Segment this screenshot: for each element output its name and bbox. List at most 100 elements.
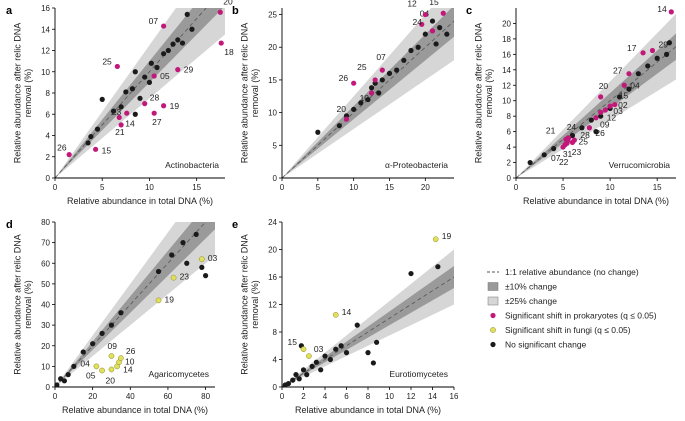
- data-point-prokaryote: [612, 101, 618, 108]
- point-label: 19: [442, 231, 452, 241]
- data-point-none: [635, 71, 641, 77]
- panel-b: 0 5 10 15 20 0 5 10 15 20 25 Relative abundance aft…: [232, 0, 454, 192]
- point-label: 15: [429, 0, 439, 7]
- x-tick-label: 10: [349, 183, 358, 192]
- point-label: 20: [337, 104, 347, 114]
- data-point-none: [654, 55, 660, 61]
- point-label: 10: [125, 356, 135, 366]
- point-label: 10: [360, 93, 370, 103]
- y-tick-label: 10: [502, 97, 511, 106]
- data-point-none: [161, 51, 167, 57]
- data-point-none: [154, 64, 160, 71]
- y-tick-label: 2: [507, 159, 512, 168]
- data-point-none: [90, 341, 96, 347]
- y-tick-label: 15: [268, 76, 277, 85]
- x-tick-label: 8: [366, 392, 371, 401]
- data-point-none: [80, 349, 86, 355]
- point-label: 04: [630, 80, 640, 90]
- data-point-none: [184, 11, 190, 17]
- data-point-none: [408, 270, 414, 277]
- data-point-none: [129, 86, 136, 92]
- panel-letter: e: [232, 219, 238, 231]
- data-point-prokaryote: [116, 114, 122, 121]
- data-point-none: [315, 129, 321, 135]
- data-point-prokaryote: [161, 103, 167, 109]
- y-tick-label: 10: [41, 68, 50, 77]
- data-point-none: [408, 47, 414, 54]
- point-label: 05: [160, 71, 170, 81]
- y-tick-label: 4: [46, 132, 51, 141]
- legend-swatch: [487, 296, 499, 306]
- panel-title: Agaricomycetes: [149, 369, 209, 379]
- data-point-none: [551, 146, 557, 152]
- y-tick-label: 6: [507, 128, 512, 137]
- y-axis-label: Relative abundance after relic DNAremova…: [240, 234, 260, 375]
- y-tick-label: 2: [46, 153, 51, 162]
- point-label: 22: [559, 157, 569, 167]
- point-label: 29: [184, 65, 194, 75]
- y-tick-label: 16: [502, 50, 511, 59]
- x-axis-label: Relative abundance in total DNA (%): [67, 196, 213, 206]
- point-label: 25: [102, 56, 112, 66]
- data-point-prokaryote: [124, 110, 130, 116]
- data-point-none: [179, 40, 186, 46]
- point-label: 31: [563, 149, 573, 159]
- identity-line: [55, 222, 207, 387]
- legend-swatch: [490, 341, 496, 348]
- data-point-prokaryote: [422, 11, 428, 18]
- data-point-none: [579, 125, 585, 131]
- data-point-none: [401, 57, 407, 63]
- data-point-prokaryote: [372, 77, 378, 83]
- data-point-fungi: [99, 367, 105, 374]
- data-point-none: [569, 132, 576, 139]
- data-point-prokaryote: [566, 135, 572, 141]
- data-point-none: [132, 111, 138, 117]
- data-point-none: [429, 18, 436, 24]
- point-label: 03: [208, 253, 218, 263]
- data-point-none: [541, 152, 547, 158]
- data-point-none: [165, 47, 171, 54]
- data-point-none: [437, 25, 443, 31]
- x-tick-label: 0: [53, 183, 58, 192]
- data-point-none: [61, 378, 68, 384]
- point-label: 21: [115, 127, 125, 137]
- y-axis-label: Relative abundance after relic DNAremova…: [13, 234, 33, 375]
- y-tick-label: 16: [41, 4, 50, 13]
- data-point-none: [71, 363, 77, 369]
- data-point-prokaryote: [142, 101, 148, 107]
- data-point-prokaryote: [161, 23, 167, 29]
- data-point-none: [170, 41, 176, 47]
- point-label: 21: [546, 125, 556, 135]
- data-point-none: [616, 94, 623, 100]
- y-tick-label: 12: [268, 301, 277, 310]
- y-tick-label: 20: [502, 19, 511, 28]
- x-tick-label: 0: [53, 392, 58, 401]
- point-label: 03: [613, 106, 623, 116]
- data-point-none: [155, 268, 162, 275]
- x-tick-label: 5: [561, 183, 566, 192]
- data-point-none: [99, 96, 105, 102]
- x-tick-label: 15: [192, 183, 201, 192]
- y-tick-label: 14: [502, 66, 511, 75]
- data-point-prokaryote: [151, 73, 157, 79]
- x-tick-label: 10: [385, 392, 394, 401]
- point-label: 12: [407, 0, 417, 9]
- data-point-none: [199, 264, 205, 270]
- data-point-fungi: [332, 311, 339, 318]
- data-point-none: [598, 113, 604, 119]
- band-25: [282, 249, 454, 387]
- point-label: 07: [376, 52, 386, 62]
- y-tick-label: 8: [273, 328, 278, 337]
- y-axis-label: Relative abundance after relic DNAremova…: [240, 23, 260, 164]
- data-point-none: [137, 95, 143, 101]
- y-tick-label: 8: [46, 89, 51, 98]
- data-point-none: [285, 380, 292, 387]
- legend-label: 1:1 relative abundance (no change): [505, 267, 639, 277]
- y-tick-label: 0: [46, 383, 51, 392]
- data-point-prokaryote: [621, 82, 627, 88]
- data-point-none: [118, 310, 124, 316]
- data-point-none: [435, 264, 441, 270]
- y-tick-label: 0: [273, 174, 278, 183]
